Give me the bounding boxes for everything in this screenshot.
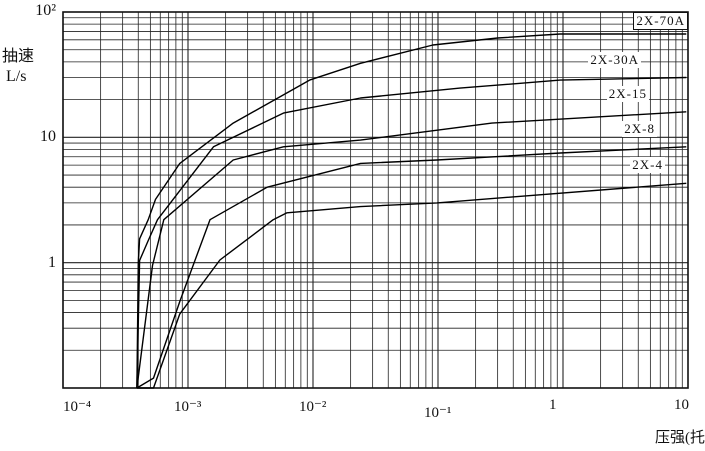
y-tick-label: 1 — [48, 253, 56, 271]
x-tick-label: 10⁻³ — [174, 399, 202, 415]
series-label-2x-30a: 2X-30A — [588, 51, 641, 68]
series-label-2x-70a: 2X-70A — [633, 12, 688, 30]
x-tick-label: 10⁻¹ — [424, 405, 452, 421]
x-tick-label: 1 — [549, 397, 557, 413]
series-line-2x-15 — [136, 111, 687, 389]
y-axis-label-line2: L/s — [6, 68, 27, 85]
x-tick-label: 10 — [674, 397, 689, 413]
series-label-2x-15: 2X-15 — [606, 85, 649, 102]
x-tick-label: 10⁻² — [299, 399, 327, 415]
series-line-2x-4 — [136, 182, 687, 389]
y-tick-label: 10² — [35, 2, 56, 19]
series-label-2x-8: 2X-8 — [622, 120, 657, 137]
series-label-2x-4: 2X-4 — [630, 157, 665, 174]
series-line-2x-70a — [136, 33, 687, 389]
x-tick-label: 10⁻⁴ — [63, 399, 92, 415]
y-axis-label-line1: 抽速 — [2, 48, 35, 65]
plot-frame — [62, 11, 689, 389]
y-tick-label: 10 — [40, 128, 56, 146]
x-axis-label: 压强(托) — [655, 430, 705, 446]
series-line-2x-8 — [136, 146, 687, 389]
series-line-2x-30a — [136, 76, 687, 389]
